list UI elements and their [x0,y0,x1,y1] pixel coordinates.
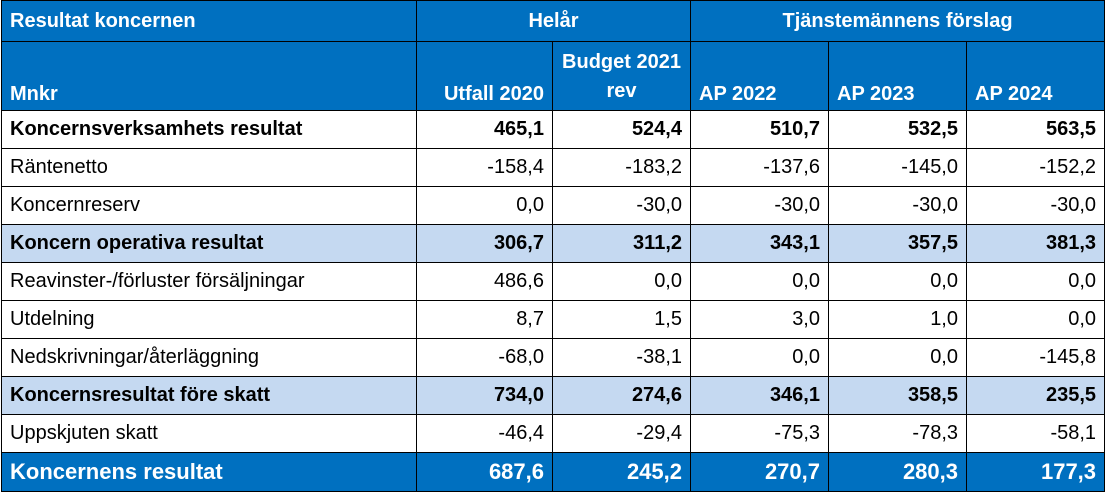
row-label: Koncernreserv [1,186,417,225]
cell-value: 280,3 [828,452,967,492]
row-label: Nedskrivningar/återläggning [1,338,417,377]
cell-value: 177,3 [965,452,1105,492]
row-label: Koncernsresultat före skatt [1,376,417,415]
cell-value: 381,3 [965,224,1105,263]
cell-value: 0,0 [828,262,967,301]
cell-value: 235,5 [965,376,1105,415]
cell-value: -58,1 [965,414,1105,453]
table-row-subtotal: Koncernsresultat före skatt 734,0 274,6 … [1,376,1105,415]
cell-value: -145,8 [965,338,1105,377]
cell-value: 510,7 [690,110,829,149]
cell-value: 0,0 [552,262,691,301]
table-row: Nedskrivningar/återläggning -68,0 -38,1 … [1,338,1105,377]
cell-value: -137,6 [690,148,829,187]
cell-value: 270,7 [690,452,829,492]
cell-value: 687,6 [416,452,553,492]
cell-value: 357,5 [828,224,967,263]
table-row-total: Koncernens resultat 687,6 245,2 270,7 28… [1,452,1105,492]
cell-value: 0,0 [416,186,553,225]
cell-value: 358,5 [828,376,967,415]
cell-value: 346,1 [690,376,829,415]
cell-value: -38,1 [552,338,691,377]
table-row-subtotal: Koncern operativa resultat 306,7 311,2 3… [1,224,1105,263]
cell-value: 486,6 [416,262,553,301]
table-row: Koncernsverksamhets resultat 465,1 524,4… [1,110,1105,149]
cell-value: -75,3 [690,414,829,453]
cell-value: -68,0 [416,338,553,377]
cell-value: 3,0 [690,300,829,339]
cell-value: -152,2 [965,148,1105,187]
cell-value: -78,3 [828,414,967,453]
cell-value: -30,0 [828,186,967,225]
row-label: Räntenetto [1,148,417,187]
table-row: Reavinster-/förluster försäljningar 486,… [1,262,1105,301]
column-header-ap-2023: AP 2023 [828,41,967,111]
column-header-utfall-2020: Utfall 2020 [416,41,553,111]
group-header-helar: Helår [416,0,691,42]
table-row: Uppskjuten skatt -46,4 -29,4 -75,3 -78,3… [1,414,1105,453]
cell-value: 532,5 [828,110,967,149]
cell-value: 0,0 [690,262,829,301]
header-row-columns: Mnkr Utfall 2020 Budget 2021 rev AP 2022… [1,41,1105,111]
row-label: Uppskjuten skatt [1,414,417,453]
cell-value: 0,0 [965,300,1105,339]
group-header-forslag: Tjänstemännens förslag [689,0,1105,42]
header-row-groups: Resultat koncernen Helår Tjänstemännens … [1,0,1105,42]
unit-label: Mnkr [1,41,417,111]
cell-value: 274,6 [552,376,691,415]
cell-value: -30,0 [552,186,691,225]
cell-value: -29,4 [552,414,691,453]
cell-value: 1,5 [552,300,691,339]
cell-value: -145,0 [828,148,967,187]
row-label: Koncernsverksamhets resultat [1,110,417,149]
cell-value: -30,0 [965,186,1105,225]
column-header-ap-2024: AP 2024 [965,41,1105,111]
cell-value: 0,0 [828,338,967,377]
row-label: Koncern operativa resultat [1,224,417,263]
cell-value: 524,4 [552,110,691,149]
cell-value: 245,2 [552,452,691,492]
row-label: Reavinster-/förluster försäljningar [1,262,417,301]
row-label: Koncernens resultat [1,452,417,492]
row-label: Utdelning [1,300,417,339]
cell-value: 306,7 [416,224,553,263]
cell-value: 563,5 [965,110,1105,149]
cell-value: 8,7 [416,300,553,339]
cell-value: 311,2 [552,224,691,263]
cell-value: 0,0 [965,262,1105,301]
cell-value: 1,0 [828,300,967,339]
cell-value: -46,4 [416,414,553,453]
cell-value: -183,2 [552,148,691,187]
cell-value: -158,4 [416,148,553,187]
cell-value: 734,0 [416,376,553,415]
table-title: Resultat koncernen [1,0,417,42]
cell-value: -30,0 [690,186,829,225]
cell-value: 343,1 [690,224,829,263]
column-header-ap-2022: AP 2022 [690,41,829,111]
table-row: Räntenetto -158,4 -183,2 -137,6 -145,0 -… [1,148,1105,187]
table-row: Koncernreserv 0,0 -30,0 -30,0 -30,0 -30,… [1,186,1105,225]
cell-value: 0,0 [690,338,829,377]
cell-value: 465,1 [416,110,553,149]
table-row: Utdelning 8,7 1,5 3,0 1,0 0,0 [1,300,1105,339]
column-header-budget-2021: Budget 2021 rev [552,41,691,111]
